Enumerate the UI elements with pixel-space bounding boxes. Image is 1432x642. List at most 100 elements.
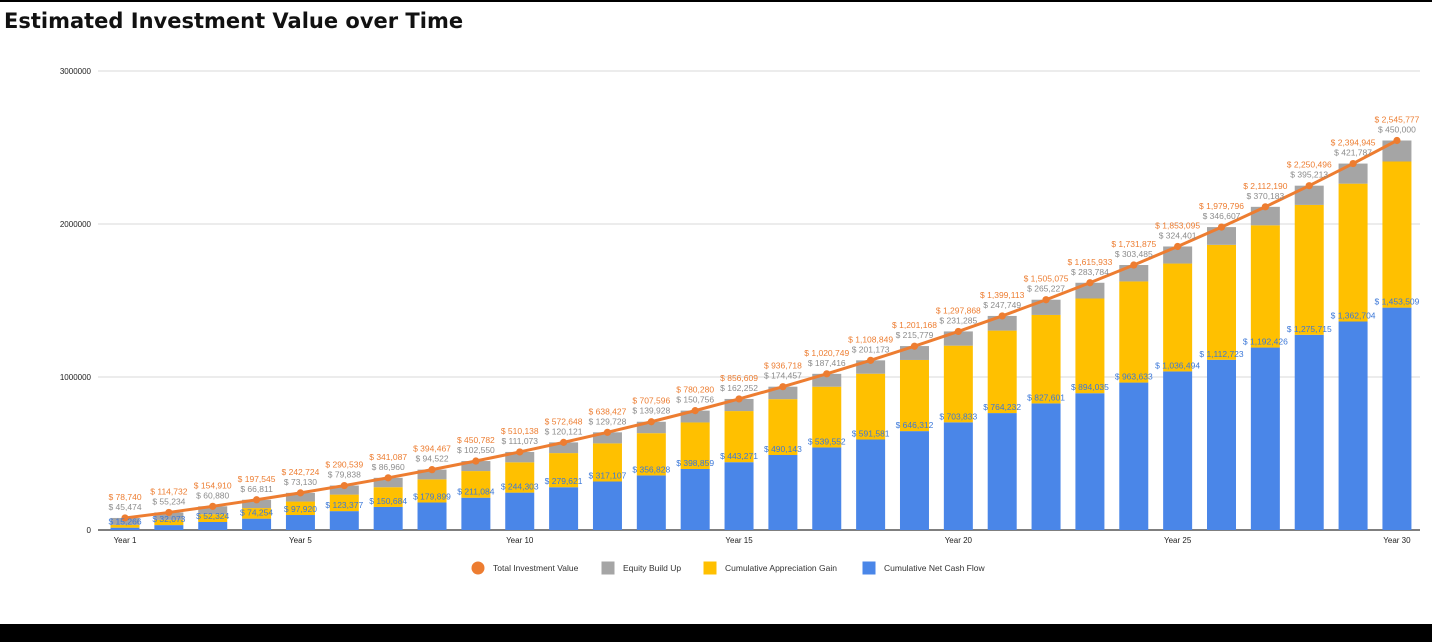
bar-appreciation-gain xyxy=(724,411,754,463)
total-value-point xyxy=(296,489,305,497)
total-value-label: $ 1,020,749 xyxy=(804,348,849,358)
total-value-point xyxy=(779,383,787,391)
total-value-point xyxy=(1217,223,1226,231)
bar-net-cash-flow xyxy=(373,506,403,530)
total-value-label: $ 1,399,113 xyxy=(980,290,1025,300)
bar-equity-build-up xyxy=(461,461,491,472)
equity-label: $ 86,960 xyxy=(372,462,405,472)
data-labels: $ 78,740$ 45,474 $ 15,266 $ 114,732$ 55,23… xyxy=(108,114,1419,526)
bar-net-cash-flow xyxy=(1119,382,1149,530)
bar-appreciation-gain xyxy=(242,508,272,519)
total-value-point xyxy=(384,474,392,482)
bar-net-cash-flow xyxy=(812,447,842,530)
total-value-polyline xyxy=(124,139,1398,520)
total-value-label: $ 242,724 xyxy=(282,467,320,477)
bar-appreciation-gain xyxy=(636,433,666,476)
bar-appreciation-gain xyxy=(198,514,228,522)
equity-label: $ 346,607 xyxy=(1203,211,1241,221)
cash-flow-label: $ 398,859 xyxy=(676,458,714,468)
legend-label: Equity Build Up xyxy=(623,563,681,573)
x-tick-label: Year 15 xyxy=(725,536,753,545)
total-value-label: $ 1,505,075 xyxy=(1024,274,1069,284)
bar-net-cash-flow xyxy=(1163,371,1193,530)
cash-flow-label: $ 490,143 xyxy=(764,444,802,454)
cash-flow-label: $ 646,312 xyxy=(896,420,934,430)
bar-net-cash-flow xyxy=(1075,393,1105,530)
cash-flow-label: $ 1,036,494 xyxy=(1155,360,1200,370)
cash-flow-label: $ 317,107 xyxy=(589,470,627,480)
y-tick-label: 3000000 xyxy=(60,67,92,76)
equity-label: $ 162,252 xyxy=(720,383,758,393)
bar-appreciation-gain xyxy=(899,359,929,432)
bar-net-cash-flow xyxy=(1207,359,1236,530)
bar-net-cash-flow xyxy=(724,462,754,530)
bar-net-cash-flow xyxy=(461,497,491,530)
bar-appreciation-gain xyxy=(549,453,579,488)
total-value-point xyxy=(998,312,1006,320)
equity-label: $ 187,416 xyxy=(808,358,846,368)
total-value-point xyxy=(560,438,568,446)
total-value-label: $ 936,718 xyxy=(764,361,802,371)
bars xyxy=(110,140,1412,530)
gridlines xyxy=(98,70,1420,531)
bar-appreciation-gain xyxy=(461,471,491,498)
cash-flow-label: $ 97,920 xyxy=(284,504,317,514)
cash-flow-label: $ 1,275,715 xyxy=(1287,324,1332,334)
equity-label: $ 150,756 xyxy=(676,395,714,405)
total-value-line xyxy=(121,136,1401,522)
legend-label: Cumulative Net Cash Flow xyxy=(884,563,985,573)
legend-swatch xyxy=(703,561,717,575)
bar-net-cash-flow xyxy=(329,511,359,530)
legend-label: Cumulative Appreciation Gain xyxy=(725,563,837,573)
equity-label: $ 231,285 xyxy=(939,315,977,325)
bar-net-cash-flow xyxy=(110,527,140,530)
cash-flow-label: $ 591,581 xyxy=(852,428,890,438)
total-value-point xyxy=(823,370,831,378)
total-value-label: $ 114,732 xyxy=(150,486,187,496)
cash-flow-label: $ 356,828 xyxy=(632,464,670,474)
total-value-label: $ 1,201,168 xyxy=(892,320,937,330)
bar-net-cash-flow xyxy=(856,439,886,530)
cash-flow-label: $ 703,833 xyxy=(939,411,977,421)
total-value-label: $ 154,910 xyxy=(194,480,232,490)
bar-appreciation-gain xyxy=(987,330,1017,414)
cash-flow-label: $ 1,453,509 xyxy=(1374,297,1419,307)
total-value-point xyxy=(603,428,612,436)
bar-net-cash-flow xyxy=(987,413,1017,530)
bar-net-cash-flow xyxy=(154,525,184,530)
cash-flow-label: $ 443,271 xyxy=(720,451,758,461)
cash-flow-label: $ 279,621 xyxy=(545,476,583,486)
equity-label: $ 60,880 xyxy=(196,490,229,500)
total-value-point xyxy=(252,496,261,504)
equity-label: $ 111,073 xyxy=(501,436,538,446)
equity-label: $ 45,474 xyxy=(108,502,141,512)
equity-label: $ 303,485 xyxy=(1115,249,1153,259)
equity-label: $ 247,749 xyxy=(983,300,1021,310)
total-value-point xyxy=(340,481,348,490)
bar-equity-build-up xyxy=(417,469,447,480)
total-value-label: $ 197,545 xyxy=(238,474,276,484)
bar-net-cash-flow xyxy=(768,455,798,530)
total-value-point xyxy=(121,514,129,522)
bar-appreciation-gain xyxy=(856,373,886,440)
equity-label: $ 139,928 xyxy=(632,406,670,416)
bottom-border xyxy=(0,624,1432,642)
total-value-point xyxy=(1305,182,1313,190)
bar-equity-build-up xyxy=(198,506,228,515)
x-axis-ticks: Year 1 Year 5 Year 10 Year 15 Year 20 Year 25… xyxy=(114,536,1412,545)
bar-net-cash-flow xyxy=(636,475,666,530)
equity-label: $ 201,173 xyxy=(852,344,890,354)
bar-appreciation-gain xyxy=(943,345,973,423)
total-value-point xyxy=(1042,296,1050,304)
total-value-point xyxy=(647,418,655,426)
total-value-point xyxy=(1086,279,1094,287)
bar-appreciation-gain xyxy=(505,462,535,493)
bar-equity-build-up xyxy=(242,499,272,509)
equity-label: $ 324,401 xyxy=(1159,230,1197,240)
total-value-point xyxy=(1261,203,1269,211)
bar-net-cash-flow xyxy=(285,515,315,530)
bar-net-cash-flow xyxy=(1031,403,1061,530)
legend-swatch xyxy=(601,561,615,575)
equity-label: $ 120,121 xyxy=(545,426,583,436)
total-value-point xyxy=(428,466,436,474)
